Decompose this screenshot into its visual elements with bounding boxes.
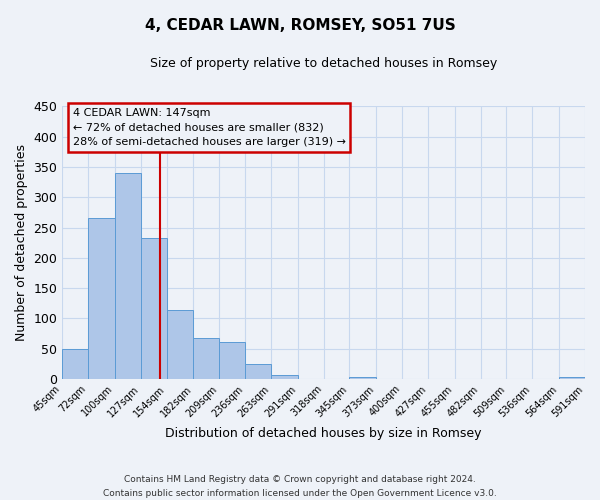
Bar — [219, 342, 245, 379]
Bar — [141, 238, 167, 379]
X-axis label: Distribution of detached houses by size in Romsey: Distribution of detached houses by size … — [166, 427, 482, 440]
Bar — [115, 173, 141, 379]
Bar — [349, 377, 376, 379]
Text: 4, CEDAR LAWN, ROMSEY, SO51 7US: 4, CEDAR LAWN, ROMSEY, SO51 7US — [145, 18, 455, 32]
Text: Contains HM Land Registry data © Crown copyright and database right 2024.
Contai: Contains HM Land Registry data © Crown c… — [103, 476, 497, 498]
Bar — [559, 377, 585, 379]
Bar — [88, 218, 115, 379]
Text: 4 CEDAR LAWN: 147sqm
← 72% of detached houses are smaller (832)
28% of semi-deta: 4 CEDAR LAWN: 147sqm ← 72% of detached h… — [73, 108, 346, 148]
Y-axis label: Number of detached properties: Number of detached properties — [15, 144, 28, 341]
Bar — [271, 374, 298, 379]
Title: Size of property relative to detached houses in Romsey: Size of property relative to detached ho… — [150, 58, 497, 70]
Bar — [245, 364, 271, 379]
Bar — [167, 310, 193, 379]
Bar — [62, 348, 88, 379]
Bar — [193, 338, 219, 379]
